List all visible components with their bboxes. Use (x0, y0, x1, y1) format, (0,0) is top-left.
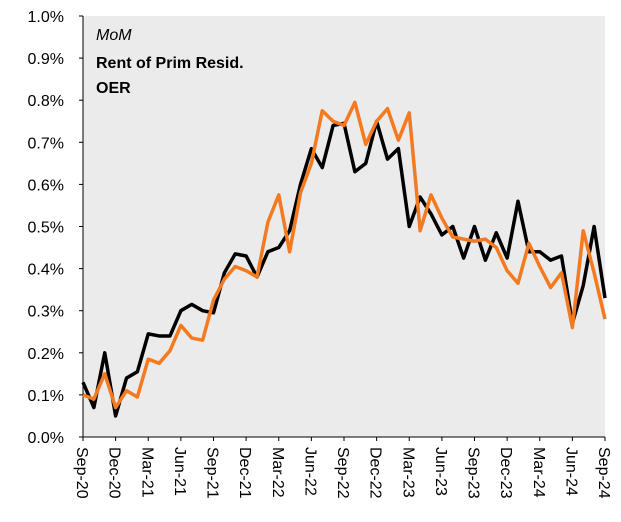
x-tick-label: Dec-22 (367, 447, 384, 499)
x-tick-label: Jun-23 (432, 447, 449, 496)
y-tick-label: 0.9% (28, 51, 64, 68)
annotation: MoM (96, 27, 132, 44)
x-tick-label: Mar-24 (530, 447, 547, 498)
line-series (82, 100, 607, 410)
y-tick-label: 0.5% (28, 220, 64, 237)
x-tick-label: Sep-23 (465, 447, 482, 499)
y-tick-label: 0.3% (28, 304, 64, 321)
x-tick-label: Dec-21 (236, 447, 253, 499)
x-tick-label: Sep-24 (595, 447, 612, 499)
x-tick-label: Dec-20 (106, 447, 123, 499)
y-tick-label: 0.4% (28, 262, 64, 279)
y-tick-label: 0.0% (28, 430, 64, 447)
legend-label: OER (96, 80, 131, 97)
legend-label: Rent of Prim Resid. (96, 55, 244, 72)
y-tick-label: 0.6% (28, 177, 64, 194)
x-tick-label: Sep-22 (334, 447, 351, 499)
x-tick-label: Jun-21 (171, 447, 188, 496)
x-tick-label: Jun-22 (301, 447, 318, 496)
y-tick-label: 0.7% (28, 135, 64, 152)
x-tick-label: Mar-21 (138, 447, 155, 498)
y-tick-label: 1.0% (28, 9, 64, 26)
y-tick-label: 0.2% (28, 346, 64, 363)
plot-area (83, 16, 605, 437)
x-tick-label: Mar-22 (269, 447, 286, 498)
x-tick-label: Sep-20 (73, 447, 90, 499)
x-tick-label: Mar-23 (399, 447, 416, 498)
y-tick-label: 0.8% (28, 93, 64, 110)
x-tick-label: Dec-23 (497, 447, 514, 499)
y-tick-label: 0.1% (28, 388, 64, 405)
x-tick-label: Sep-21 (204, 447, 221, 499)
x-tick-label: Jun-24 (562, 447, 579, 496)
